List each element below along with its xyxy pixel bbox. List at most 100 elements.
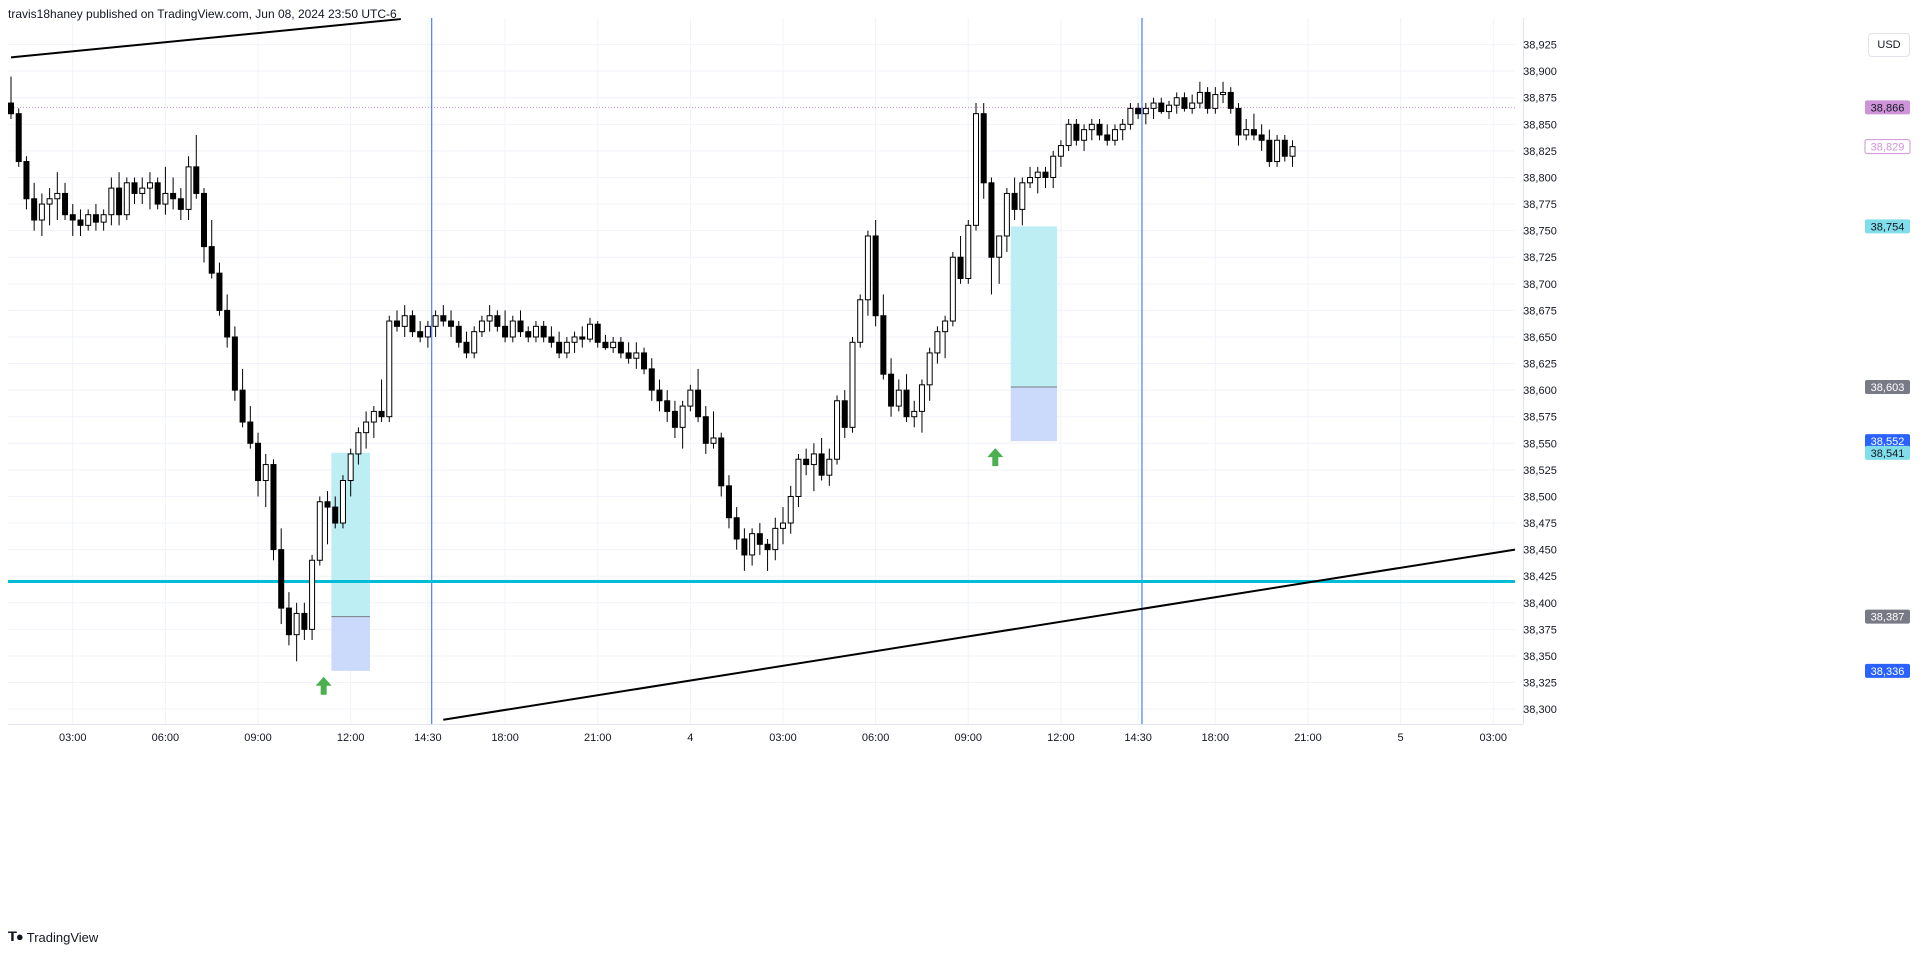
signal-arrows [315, 448, 1004, 695]
candle-body [177, 198, 184, 210]
candle-body [1050, 155, 1057, 178]
candle-body [424, 325, 431, 338]
grid-lines [8, 18, 1515, 724]
time-tick-label: 06:00 [862, 732, 890, 744]
price-tick-label: 38,800 [1523, 172, 1557, 184]
time-tick-label: 03:00 [59, 732, 87, 744]
candle-body [386, 320, 393, 418]
candle-body [201, 192, 207, 248]
price-tick-label: 38,600 [1523, 385, 1557, 397]
candle-body [926, 352, 933, 386]
price-tick-label: 38,875 [1523, 93, 1557, 105]
candle-body [116, 187, 123, 216]
candle-body [62, 192, 69, 216]
candle-body [394, 320, 400, 327]
candle-body [895, 389, 902, 407]
price-tick-label: 38,400 [1523, 598, 1557, 610]
candle-body [849, 341, 856, 428]
time-tick-label: 14:30 [1124, 732, 1152, 744]
price-label-bg [1865, 219, 1910, 234]
price-label: 38,541 [1871, 448, 1905, 460]
candle-body [749, 533, 756, 556]
time-tick-label: 14:30 [414, 732, 442, 744]
candle-body [224, 309, 231, 338]
up-arrow-icon [987, 448, 1004, 467]
price-label: 38,336 [1871, 666, 1905, 678]
candle-body [571, 336, 578, 343]
candle-body [494, 315, 501, 327]
price-label: 38,754 [1871, 221, 1905, 233]
candle-body [278, 549, 285, 609]
candle-body [54, 192, 61, 200]
candle-body [648, 368, 655, 391]
price-tick-label: 38,375 [1523, 624, 1557, 636]
candle-body [787, 495, 794, 524]
candle-body [548, 336, 555, 343]
price-tick-label: 38,825 [1523, 146, 1557, 158]
candle-body [1204, 91, 1211, 109]
candle-body [973, 113, 979, 226]
candle-body [656, 389, 663, 402]
candle-body [448, 320, 455, 327]
currency-button[interactable]: USD [1868, 33, 1910, 57]
candle-body [23, 161, 30, 200]
price-label-bg [1865, 445, 1910, 460]
candle-body [957, 256, 964, 279]
candle-body [841, 400, 848, 428]
time-tick-label: 5 [1398, 732, 1404, 744]
price-tick-label: 38,550 [1523, 438, 1557, 450]
candle-body [864, 235, 871, 301]
candle-body [301, 612, 308, 630]
price-label: 38,603 [1871, 382, 1905, 394]
candle-body [1011, 192, 1018, 210]
candle-body [818, 453, 825, 476]
candle-body [1212, 94, 1219, 109]
time-tick-label: 21:00 [1294, 732, 1322, 744]
candle-body [633, 352, 640, 359]
price-label-bg [1865, 100, 1910, 115]
candle-body [309, 559, 316, 630]
candle-body [1220, 91, 1227, 96]
candle-body [918, 384, 925, 412]
drawing-lines [8, 18, 1516, 724]
candle-body [1235, 107, 1242, 136]
position-zones [331, 226, 1058, 671]
candle-body [1042, 171, 1049, 178]
candle-body [671, 410, 678, 428]
price-tick-label: 38,675 [1523, 305, 1557, 317]
price-tick-label: 38,775 [1523, 199, 1557, 211]
price-tick-label: 38,350 [1523, 651, 1557, 663]
up-arrow-icon [315, 676, 332, 695]
time-tick-label: 18:00 [491, 732, 519, 744]
candle-body [378, 410, 385, 418]
candle-body [123, 182, 130, 216]
candle-body [1158, 102, 1165, 113]
candle-body [486, 315, 493, 322]
candle-body [339, 480, 346, 524]
candle-body [471, 331, 478, 354]
candle-body [1181, 97, 1188, 109]
brand-text: TradingView [26, 929, 99, 945]
price-label-bg [1865, 663, 1910, 678]
time-tick-label: 03:00 [769, 732, 797, 744]
candle-body [810, 453, 817, 466]
candle-body [1166, 104, 1172, 113]
candle-body [525, 331, 532, 338]
candle-body [38, 203, 45, 221]
price-tick-label: 38,650 [1523, 332, 1557, 344]
candle-body [77, 219, 84, 226]
candle-body [1073, 123, 1080, 141]
candle-body [949, 256, 956, 322]
candle-body [772, 527, 779, 551]
candle-body [185, 166, 192, 210]
trendline [10, 18, 401, 59]
candle-body [247, 421, 254, 444]
price-label: 38,387 [1871, 612, 1905, 624]
candle-body [502, 325, 509, 338]
candle-body [826, 458, 833, 476]
candle-body [154, 182, 161, 205]
candle-body [718, 437, 725, 487]
candle-body [1081, 129, 1088, 141]
